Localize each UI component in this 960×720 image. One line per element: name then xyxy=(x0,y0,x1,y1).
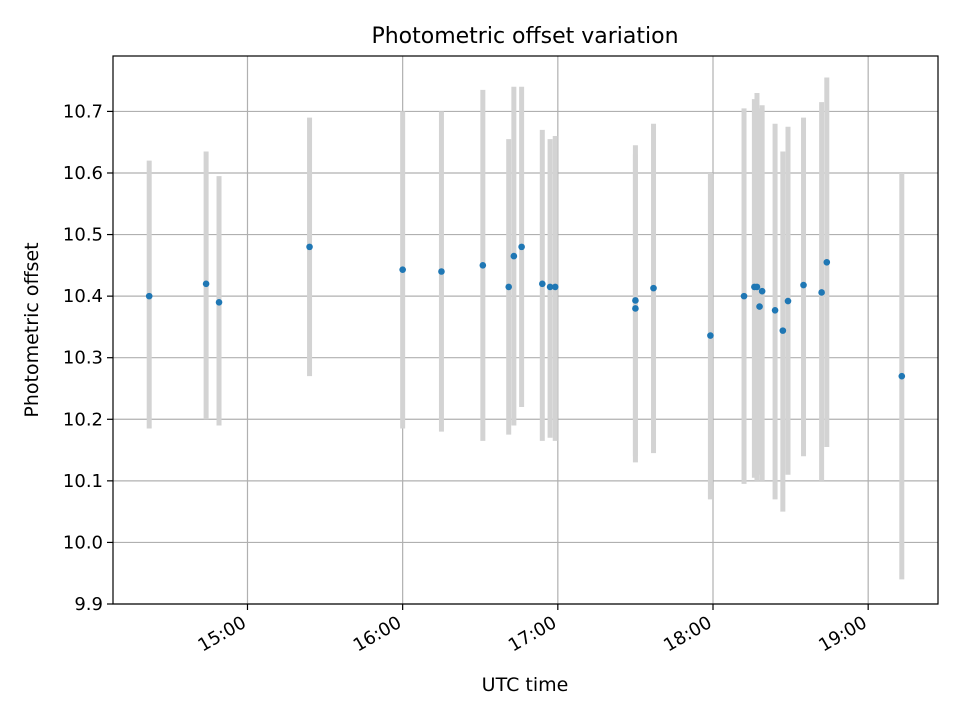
data-point xyxy=(650,284,657,292)
y-tick-label: 10.2 xyxy=(63,409,103,430)
data-point xyxy=(758,287,766,295)
data-point xyxy=(707,332,714,339)
data-point xyxy=(823,258,831,266)
plot-frame xyxy=(112,55,939,605)
chart-title: Photometric offset variation xyxy=(371,24,678,49)
y-tick-label: 10.3 xyxy=(63,348,103,369)
data-point xyxy=(399,266,406,273)
y-tick-label: 10.7 xyxy=(63,101,103,122)
y-axis-ticks: 9.9 10.0 10.1 10.2 10.3 10.4 10.5 10.6 10.7 xyxy=(63,101,113,615)
data-point xyxy=(818,289,825,296)
data-point xyxy=(546,283,554,291)
y-tick-label: 9.9 xyxy=(74,594,103,615)
y-tick-label: 10.0 xyxy=(63,532,103,553)
data-point xyxy=(479,262,487,269)
data-point xyxy=(505,283,512,291)
data-point xyxy=(756,303,763,310)
data-point xyxy=(740,292,748,300)
data-point xyxy=(753,283,761,291)
data-point xyxy=(145,292,153,300)
data-point xyxy=(551,283,559,291)
y-tick-label: 10.6 xyxy=(63,163,103,184)
data-point xyxy=(518,243,525,251)
data-point xyxy=(215,298,223,306)
data-point xyxy=(510,252,518,260)
data-point xyxy=(784,297,792,305)
y-tick-label: 10.5 xyxy=(63,225,103,246)
data-point xyxy=(771,306,779,314)
x-axis-label: UTC time xyxy=(482,674,569,696)
data-point xyxy=(632,305,639,312)
y-tick-label: 10.1 xyxy=(63,471,103,492)
y-tick-label: 10.4 xyxy=(63,286,103,307)
data-point xyxy=(632,297,639,304)
data-points xyxy=(145,243,906,380)
data-point xyxy=(539,280,546,288)
data-point xyxy=(202,280,210,288)
data-point xyxy=(898,372,906,380)
data-point xyxy=(800,281,807,289)
data-point xyxy=(438,268,445,275)
y-axis-label: Photometric offset xyxy=(21,242,43,417)
data-point xyxy=(779,327,787,334)
data-point xyxy=(306,243,313,251)
